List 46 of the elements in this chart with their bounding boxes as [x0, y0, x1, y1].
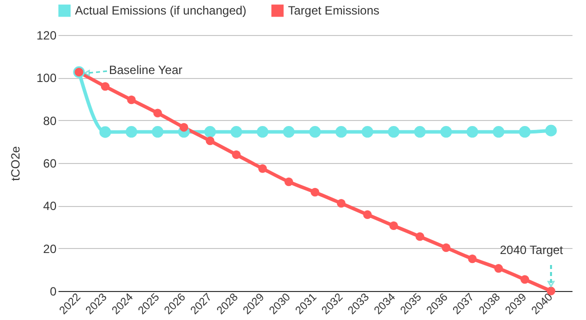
point: [389, 221, 398, 230]
point: [414, 126, 426, 138]
point: [99, 126, 112, 138]
point: [232, 150, 241, 159]
y-tick-label: 40: [43, 199, 57, 214]
point: [468, 254, 477, 264]
point: [204, 126, 216, 138]
y-tick-label: 20: [43, 242, 57, 256]
point: [256, 126, 268, 138]
annotation: Baseline Year: [108, 63, 182, 78]
point: [440, 126, 452, 138]
y-tick-label: 80: [43, 114, 57, 128]
point: [126, 126, 138, 138]
point: [388, 126, 400, 138]
point: [206, 136, 214, 146]
point: [284, 177, 294, 186]
point: [180, 123, 188, 132]
point: [258, 164, 267, 173]
point: [416, 232, 424, 241]
y-tick-label: 60: [43, 156, 57, 170]
point: [127, 96, 136, 104]
point: [152, 126, 164, 138]
point: [362, 126, 374, 138]
point: [310, 188, 320, 197]
point: [336, 199, 346, 208]
legend-label: Actual Emissions (if unchanged): [75, 4, 246, 18]
annotation: 2040 Target: [500, 243, 564, 257]
y-axis-title: tCO2e: [8, 146, 22, 181]
point: [518, 126, 531, 138]
legend-label: Target Emissions: [288, 4, 380, 18]
y-tick-label: 0: [50, 284, 57, 298]
y-tick-label: 100: [36, 71, 57, 86]
point: [545, 124, 557, 136]
point: [100, 82, 110, 91]
point: [466, 126, 478, 138]
point: [153, 108, 162, 118]
point: [363, 210, 372, 219]
point: [230, 126, 242, 138]
point: [494, 264, 503, 273]
y-tick-label: 120: [36, 28, 57, 42]
point: [309, 126, 321, 138]
point: [335, 126, 348, 138]
point: [520, 275, 530, 284]
point: [492, 126, 504, 138]
point: [282, 126, 295, 138]
point: [442, 243, 450, 252]
